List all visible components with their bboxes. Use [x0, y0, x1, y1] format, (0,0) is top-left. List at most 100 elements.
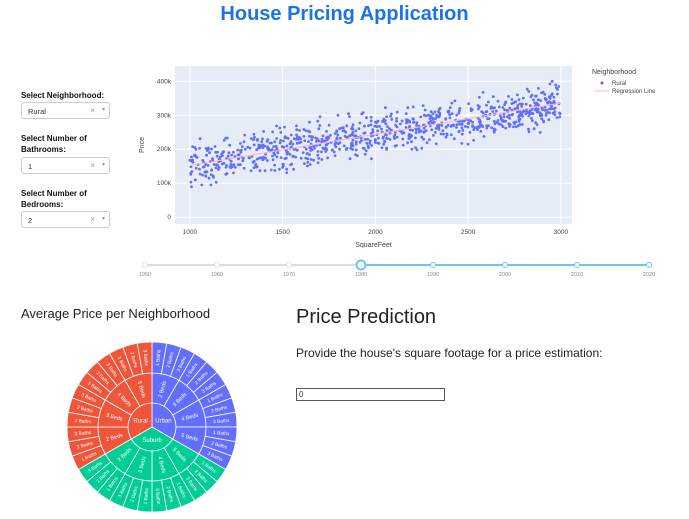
data-point: [407, 137, 411, 140]
data-point: [517, 98, 521, 102]
clear-icon[interactable]: ×: [90, 106, 95, 115]
data-point: [444, 117, 447, 121]
year-slider[interactable]: 1950 1960 1970 1980 1990 2000 2010 2020: [130, 255, 670, 281]
data-point: [526, 111, 530, 115]
data-point: [499, 117, 503, 121]
data-point: [536, 107, 540, 111]
data-point: [446, 123, 450, 127]
data-point: [271, 158, 275, 162]
data-point: [501, 125, 505, 129]
data-point: [455, 126, 458, 129]
data-point: [201, 173, 204, 177]
data-point: [295, 148, 299, 152]
data-point: [351, 138, 355, 142]
sunburst-baths-label: 1 Baths: [155, 349, 162, 366]
data-point: [198, 137, 202, 141]
data-point: [285, 144, 289, 148]
data-point: [476, 125, 480, 129]
price-scatter-chart[interactable]: 1000 1500 2000 2500 3000 0 100k 200k 300k 400k Squ…: [130, 58, 670, 248]
data-point: [412, 121, 415, 124]
data-point: [194, 178, 197, 182]
data-point: [259, 144, 263, 148]
square-footage-input[interactable]: [296, 388, 445, 401]
data-point: [492, 130, 496, 134]
data-point: [501, 106, 505, 109]
data-point: [376, 136, 380, 140]
data-point: [550, 92, 554, 96]
data-point: [390, 112, 393, 116]
data-point: [508, 106, 512, 110]
data-point: [537, 103, 540, 107]
chevron-down-icon[interactable]: ▾: [101, 162, 105, 168]
data-point: [527, 90, 531, 93]
bathrooms-dropdown[interactable]: 1 × ▾: [21, 157, 110, 174]
data-point: [548, 82, 552, 86]
data-point: [390, 118, 394, 121]
slider-mark-label: 2000: [499, 272, 511, 278]
data-point: [198, 167, 201, 171]
data-point: [252, 166, 256, 169]
data-point: [373, 141, 377, 144]
data-point: [491, 95, 495, 98]
neighborhood-dropdown[interactable]: Rural × ▾: [21, 102, 110, 119]
data-point: [225, 164, 228, 167]
data-point: [543, 109, 547, 112]
sunburst-beds-label: 2 Beds: [105, 433, 123, 443]
data-point: [444, 135, 448, 139]
data-point: [411, 105, 415, 109]
data-point: [487, 117, 491, 120]
data-point: [550, 107, 553, 111]
data-point: [306, 157, 310, 161]
chevron-down-icon[interactable]: ▾: [101, 107, 105, 113]
bedrooms-dropdown[interactable]: 2 × ▾: [21, 211, 110, 228]
data-point: [472, 138, 476, 142]
data-point: [458, 109, 461, 113]
data-point: [285, 167, 289, 171]
data-point: [487, 100, 490, 104]
sunburst-baths-label: 3 Baths: [154, 488, 161, 505]
clear-icon[interactable]: ×: [90, 161, 95, 170]
data-point: [363, 152, 367, 156]
data-point: [269, 168, 273, 172]
data-point: [314, 136, 318, 140]
data-point: [427, 113, 430, 117]
data-point: [369, 123, 373, 127]
data-point: [423, 130, 426, 133]
data-point: [281, 166, 284, 169]
data-point: [318, 115, 322, 119]
data-point: [510, 113, 514, 117]
data-point: [338, 147, 341, 151]
data-point: [376, 129, 380, 133]
clear-icon[interactable]: ×: [90, 215, 95, 224]
sunburst-baths-label: 3 Baths: [74, 430, 91, 437]
data-point: [243, 147, 247, 151]
data-point: [190, 155, 193, 159]
data-point: [395, 135, 399, 139]
data-point: [450, 101, 454, 105]
data-point: [236, 153, 240, 157]
data-point: [383, 139, 386, 143]
data-point: [525, 87, 529, 91]
data-point: [257, 157, 261, 160]
data-point: [543, 97, 547, 100]
data-point: [481, 91, 485, 94]
data-point: [289, 140, 293, 143]
slider-handle[interactable]: [355, 259, 367, 271]
data-point: [429, 110, 433, 114]
chevron-down-icon[interactable]: ▾: [101, 216, 105, 222]
data-point: [252, 132, 256, 136]
data-point: [310, 138, 314, 142]
data-point: [325, 138, 329, 141]
data-point: [212, 163, 216, 166]
data-point: [285, 152, 289, 156]
data-point: [394, 131, 397, 134]
data-point: [414, 146, 417, 150]
data-point: [217, 166, 221, 169]
data-point: [282, 139, 285, 143]
data-point: [420, 135, 424, 139]
data-point: [437, 115, 441, 119]
data-point: [298, 129, 301, 132]
data-point: [551, 111, 555, 115]
data-point: [527, 130, 531, 134]
